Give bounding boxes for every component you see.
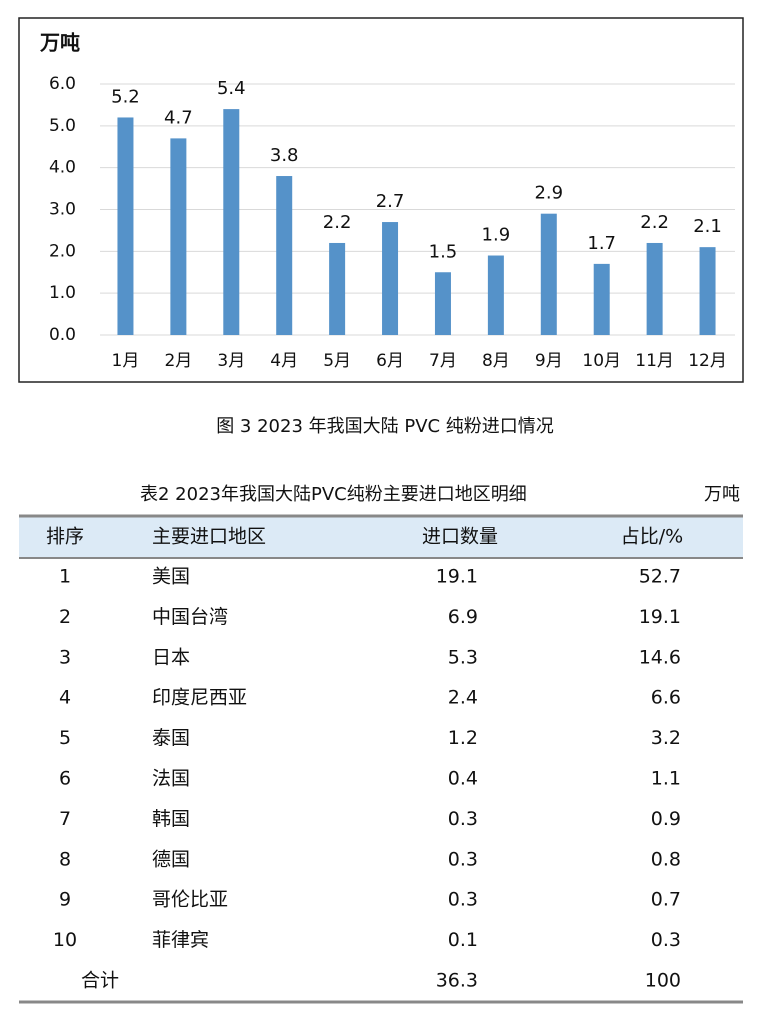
table-header-cell: 主要进口地区 xyxy=(152,526,266,548)
caption: 图 3 2023 年我国大陆 PVC 纯粉进口情况 xyxy=(216,416,554,437)
table-cell: 0.3 xyxy=(448,889,478,911)
table-cell: 德国 xyxy=(152,848,190,870)
bar xyxy=(117,117,134,335)
bar xyxy=(487,255,504,335)
bar xyxy=(276,176,293,335)
table-cell: 19.1 xyxy=(436,566,478,588)
bar xyxy=(593,263,610,335)
x-tick-label: 6月 xyxy=(376,351,404,371)
data-label: 2.1 xyxy=(693,216,722,237)
x-tick-label: 9月 xyxy=(535,351,563,371)
y-tick-label: 3.0 xyxy=(49,200,76,220)
table-cell: 日本 xyxy=(152,646,190,668)
bar xyxy=(223,109,240,335)
table-cell: 1.1 xyxy=(651,768,681,790)
data-label: 3.8 xyxy=(270,145,299,166)
y-tick-label: 6.0 xyxy=(49,74,76,94)
data-label: 2.2 xyxy=(640,212,669,233)
table-cell: 0.1 xyxy=(448,929,478,951)
table-cell: 5.3 xyxy=(448,646,478,668)
table-cell: 6 xyxy=(59,768,71,790)
data-label: 4.7 xyxy=(164,107,193,128)
table-total-label: 合计 xyxy=(81,970,119,992)
table-cell: 0.3 xyxy=(651,929,681,951)
y-tick-label: 5.0 xyxy=(49,116,76,136)
table-header-cell: 占比/% xyxy=(621,526,683,548)
data-label: 1.5 xyxy=(429,241,458,262)
bar xyxy=(434,272,451,335)
table-cell: 0.4 xyxy=(448,768,478,790)
table-cell: 5 xyxy=(59,727,71,749)
table-cell: 14.6 xyxy=(639,646,681,668)
x-tick-label: 4月 xyxy=(270,351,298,371)
table-cell: 52.7 xyxy=(639,566,681,588)
data-label: 2.2 xyxy=(323,212,352,233)
table-cell: 0.9 xyxy=(651,808,681,830)
table-total-share: 100 xyxy=(645,970,681,992)
table-cell: 印度尼西亚 xyxy=(152,687,247,709)
table-cell: 1 xyxy=(59,566,71,588)
table-cell: 泰国 xyxy=(152,727,190,749)
y-tick-label: 4.0 xyxy=(49,158,76,178)
table-cell: 8 xyxy=(59,848,71,870)
table-header-cell: 进口数量 xyxy=(422,526,498,548)
table-cell: 19.1 xyxy=(639,606,681,628)
table-cell: 0.3 xyxy=(448,848,478,870)
table-cell: 9 xyxy=(59,889,71,911)
table-cell: 7 xyxy=(59,808,71,830)
table-title: 表2 2023年我国大陆PVC纯粉主要进口地区明细 xyxy=(140,484,527,505)
data-label: 5.4 xyxy=(217,78,246,99)
table-cell: 菲律宾 xyxy=(152,929,209,951)
table-cell: 1.2 xyxy=(448,727,478,749)
data-label: 5.2 xyxy=(111,86,140,107)
data-label: 2.7 xyxy=(376,191,405,212)
y-tick-label: 0.0 xyxy=(49,325,76,345)
data-label: 1.7 xyxy=(587,233,616,254)
x-tick-label: 10月 xyxy=(582,351,621,371)
data-label: 2.9 xyxy=(534,183,563,204)
chart-frame xyxy=(18,17,744,383)
table-cell: 10 xyxy=(53,929,77,951)
x-tick-label: 5月 xyxy=(323,351,351,371)
table-cell: 6.6 xyxy=(651,687,681,709)
unit-label: 万吨 xyxy=(39,31,80,55)
x-tick-label: 8月 xyxy=(482,351,510,371)
table-cell: 美国 xyxy=(152,566,190,588)
table-cell: 0.3 xyxy=(448,808,478,830)
table-cell: 0.8 xyxy=(651,848,681,870)
table-cell: 4 xyxy=(59,687,71,709)
bar xyxy=(540,213,557,335)
x-tick-label: 7月 xyxy=(429,351,457,371)
bar xyxy=(699,247,716,335)
x-tick-label: 1月 xyxy=(112,351,140,371)
table-header-cell: 排序 xyxy=(46,526,84,548)
bar xyxy=(646,242,663,335)
bar xyxy=(382,222,399,335)
table-unit: 万吨 xyxy=(704,484,740,505)
table-cell: 3 xyxy=(59,646,71,668)
table-cell: 哥伦比亚 xyxy=(152,889,228,911)
table-cell: 中国台湾 xyxy=(152,606,228,628)
bar xyxy=(329,242,346,335)
table-total-quantity: 36.3 xyxy=(436,970,478,992)
bar xyxy=(170,138,187,335)
table-header-bg xyxy=(19,516,743,557)
x-tick-label: 11月 xyxy=(635,351,674,371)
x-tick-label: 3月 xyxy=(217,351,245,371)
table-cell: 3.2 xyxy=(651,727,681,749)
table-cell: 2.4 xyxy=(448,687,478,709)
x-tick-label: 12月 xyxy=(688,351,727,371)
x-tick-label: 2月 xyxy=(164,351,192,371)
table-cell: 法国 xyxy=(152,768,190,790)
table-cell: 6.9 xyxy=(448,606,478,628)
table-cell: 0.7 xyxy=(651,889,681,911)
table-cell: 2 xyxy=(59,606,71,628)
data-label: 1.9 xyxy=(482,225,511,246)
y-tick-label: 2.0 xyxy=(49,241,76,261)
y-tick-label: 1.0 xyxy=(49,283,76,303)
table-cell: 韩国 xyxy=(152,808,190,830)
